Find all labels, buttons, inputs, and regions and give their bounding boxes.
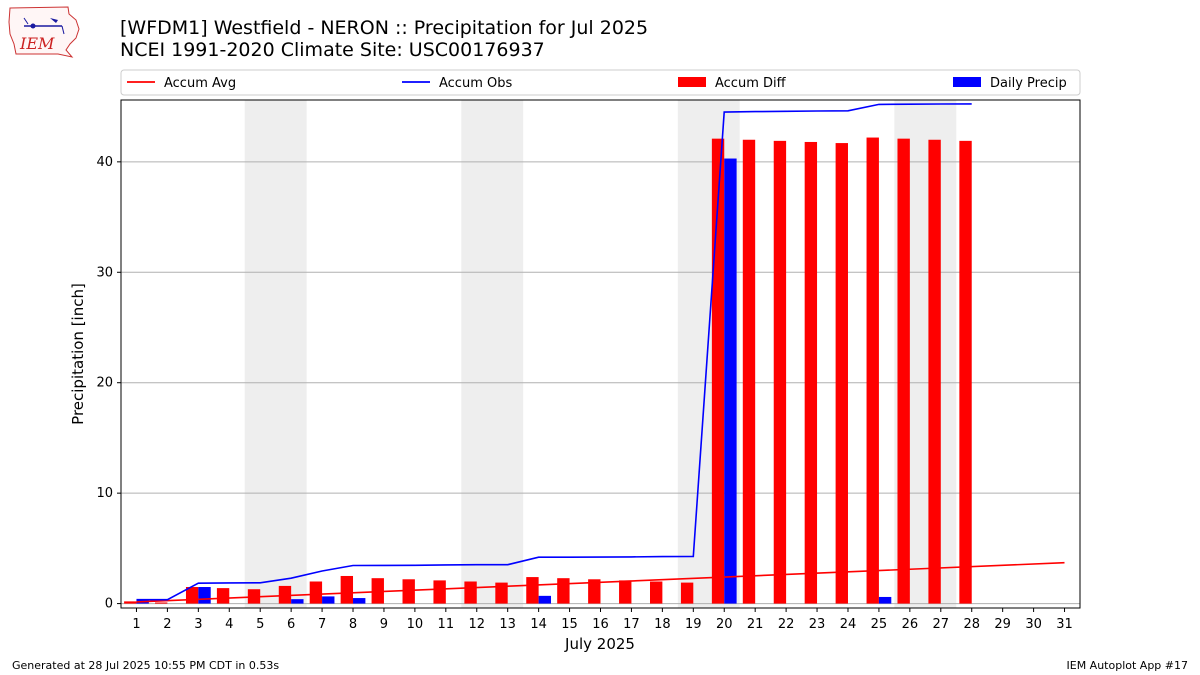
daily-precip-bar — [198, 587, 211, 604]
x-tick-label: 20 — [716, 617, 733, 632]
x-tick-label: 24 — [840, 617, 857, 632]
accum-diff-bar — [278, 585, 292, 604]
x-tick-label: 6 — [287, 617, 295, 632]
legend-label-daily-precip: Daily Precip — [990, 76, 1067, 91]
x-tick-label: 28 — [963, 617, 980, 632]
legend-swatch-daily-precip — [953, 77, 981, 87]
x-tick-label: 3 — [194, 617, 202, 632]
x-tick-label: 26 — [902, 617, 919, 632]
x-tick-label: 22 — [778, 617, 795, 632]
x-tick-label: 17 — [623, 617, 640, 632]
svg-text:IEM: IEM — [19, 34, 55, 53]
x-tick-label: 10 — [407, 617, 424, 632]
legend-label-accum-obs: Accum Obs — [439, 76, 512, 91]
accum-obs-line — [136, 103, 972, 601]
x-tick-label: 14 — [530, 617, 547, 632]
x-tick-label: 19 — [685, 617, 702, 632]
accum-diff-bar — [742, 139, 756, 604]
x-tick-label: 8 — [349, 617, 357, 632]
accum-diff-bar — [773, 140, 787, 604]
y-axis-label: Precipitation [inch] — [69, 283, 87, 425]
x-tick-label: 23 — [809, 617, 826, 632]
y-tick-label: 20 — [96, 376, 113, 391]
daily-precip-bar — [724, 158, 737, 604]
accum-diff-bar — [340, 575, 354, 604]
app-credit: IEM Autoplot App #17 — [1066, 659, 1189, 672]
accum-diff-bar — [433, 580, 446, 604]
x-tick-label: 15 — [561, 617, 578, 632]
y-tick-label: 0 — [105, 597, 113, 612]
generated-timestamp: Generated at 28 Jul 2025 10:55 PM CDT in… — [12, 659, 280, 672]
weekend-shading — [244, 100, 957, 608]
x-tick-label: 13 — [499, 617, 516, 632]
accum-diff-bar — [526, 577, 539, 604]
legend: Accum Avg Accum Obs Accum Diff Daily Precip — [120, 69, 1081, 96]
x-tick-label: 1 — [132, 617, 140, 632]
y-gridlines — [121, 161, 1080, 605]
accum-diff-bar — [649, 581, 663, 604]
x-tick-label: 25 — [871, 617, 888, 632]
accum-diff-bar — [866, 137, 879, 604]
y-tick-label: 30 — [96, 265, 113, 280]
accum-diff-bar — [155, 602, 168, 604]
x-axis-label: July 2025 — [564, 635, 635, 653]
chart-title: [WFDM1] Westfield - NERON :: Precipitati… — [120, 17, 649, 39]
accum-diff-bar — [557, 578, 570, 604]
x-tick-label: 30 — [1025, 617, 1042, 632]
x-tick-label: 5 — [256, 617, 264, 632]
accum-diff-bar — [897, 138, 910, 604]
daily-precip-bar — [353, 598, 366, 604]
accum-avg-line — [136, 561, 1065, 603]
x-tick-label: 2 — [163, 617, 171, 632]
accum-diff-bar — [464, 581, 477, 604]
x-tick-label: 12 — [468, 617, 485, 632]
legend-label-accum-diff: Accum Diff — [715, 76, 787, 91]
x-tick-label: 7 — [318, 617, 326, 632]
accum-diff-bar — [680, 582, 694, 604]
daily-precip-bar — [538, 595, 552, 604]
daily-precip-bar — [291, 599, 304, 604]
accum-diff-bar — [309, 581, 323, 604]
accum-diff-bar — [371, 578, 384, 604]
x-tick-label: 31 — [1056, 617, 1073, 632]
y-tick-label: 10 — [96, 486, 113, 501]
y-tick-label: 40 — [96, 155, 113, 170]
accum-diff-bar — [216, 588, 230, 604]
x-tick-label: 16 — [592, 617, 609, 632]
x-tick-label: 29 — [994, 617, 1011, 632]
x-tick-label: 9 — [380, 617, 388, 632]
x-tick-label: 27 — [933, 617, 950, 632]
accum-diff-bar — [124, 601, 137, 604]
weekend-band — [244, 100, 307, 608]
daily-precip-bar — [878, 596, 892, 604]
chart-subtitle: NCEI 1991-2020 Climate Site: USC00176937 — [120, 39, 545, 61]
accum-diff-bar — [402, 579, 415, 604]
accum-diff-bar — [588, 579, 601, 604]
accum-diff-bar — [495, 582, 508, 604]
daily-precip-bar — [322, 596, 335, 604]
accum-diff-bar — [959, 140, 972, 604]
x-tick-label: 11 — [438, 617, 455, 632]
accum-diff-bar — [619, 580, 632, 604]
weekend-band — [461, 100, 524, 608]
x-tick-label: 4 — [225, 617, 233, 632]
accum-diff-bar — [928, 139, 941, 604]
accum-diff-bar — [835, 143, 848, 604]
bars — [124, 137, 972, 604]
iem-logo: IEM — [8, 6, 80, 58]
x-tick-label: 18 — [654, 617, 671, 632]
accum-diff-bar — [804, 141, 818, 604]
legend-label-accum-avg: Accum Avg — [164, 76, 236, 91]
legend-box — [120, 69, 1081, 96]
legend-swatch-accum-diff — [678, 77, 706, 87]
x-tick-label: 21 — [747, 617, 764, 632]
lines — [136, 103, 1065, 603]
